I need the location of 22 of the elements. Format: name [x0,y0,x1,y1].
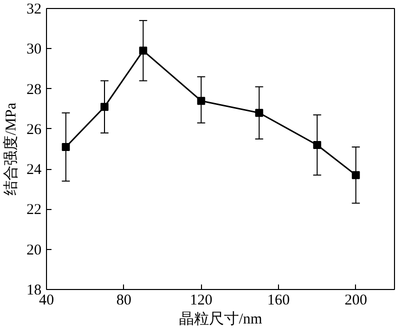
point [197,96,206,105]
y-tick-label: 20 [26,242,42,258]
x-tick-label: 200 [344,292,368,308]
x-axis-title: 晶粒尺寸/nm [178,310,262,328]
x-tick-label: 40 [39,292,54,308]
y-tick-label: 26 [26,122,42,138]
y-tick-label: 22 [26,202,42,218]
x-tick-label: 160 [267,292,290,308]
x-tick-label: 80 [116,292,132,308]
point [100,102,108,111]
x-tick-label: 120 [190,292,212,308]
y-tick-label: 28 [26,82,42,98]
y-tick-label: 18 [26,282,42,298]
point [139,46,148,55]
y-tick-label: 30 [26,42,42,58]
y-tick-label: 32 [26,2,42,18]
point [352,171,360,180]
y-axis-title: 结合强度/MPa [2,102,20,196]
point [62,142,70,151]
point [255,108,264,117]
y-tick-label: 24 [26,162,42,178]
point [313,140,322,149]
